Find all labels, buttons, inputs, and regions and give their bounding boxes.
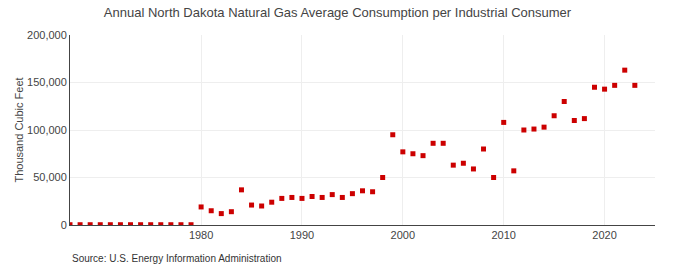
svg-text:1980: 1980 bbox=[189, 229, 213, 241]
svg-text:100,000: 100,000 bbox=[27, 124, 67, 136]
svg-text:50,000: 50,000 bbox=[33, 171, 67, 183]
svg-text:2010: 2010 bbox=[491, 229, 515, 241]
svg-text:Thousand Cubic Feet: Thousand Cubic Feet bbox=[13, 77, 25, 182]
svg-text:2020: 2020 bbox=[592, 229, 616, 241]
svg-text:Annual North Dakota Natural Ga: Annual North Dakota Natural Gas Average … bbox=[104, 5, 572, 20]
svg-text:150,000: 150,000 bbox=[27, 76, 67, 88]
svg-text:0: 0 bbox=[61, 219, 67, 231]
svg-text:200,000: 200,000 bbox=[27, 29, 67, 41]
svg-text:Source: U.S. Energy Informatio: Source: U.S. Energy Information Administ… bbox=[72, 253, 282, 264]
svg-text:2000: 2000 bbox=[391, 229, 415, 241]
svg-text:1990: 1990 bbox=[290, 229, 314, 241]
